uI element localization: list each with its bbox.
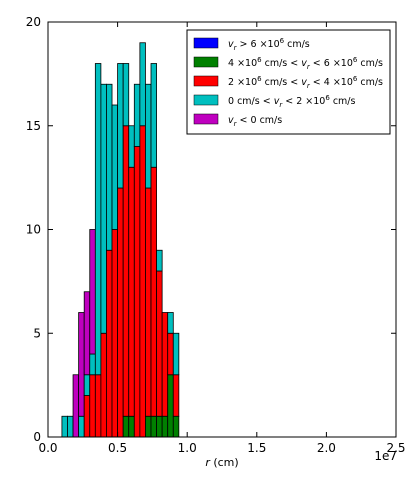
bar-series2-bin6 [94,374,102,438]
bar-series2-bin8 [106,249,113,438]
bar-series4-bin3 [78,312,85,417]
bar-series1-bin12 [128,415,135,438]
legend-swatch-cyan [193,94,219,106]
bar-series2-bin5 [89,374,96,438]
y-tick-label-1: 5 [33,326,41,340]
bar-series3-bin12 [128,125,135,168]
legend-label-green: 4 ×106 cm/s < vr < 6 ×106 cm/s [228,56,383,71]
bar-series1-bin18 [161,415,169,438]
bar-series3-bin19 [167,312,174,334]
legend: vr > 6 ×106 cm/s 4 ×106 cm/s < vr < 6 ×1… [186,29,391,135]
bar-series4-bin4 [83,291,91,376]
bar-series2-bin13 [133,146,141,438]
legend-swatch-magenta [193,113,219,125]
legend-label-magenta: vr < 0 cm/s [228,115,282,128]
x-tick-label-2: 1.0 [178,441,197,455]
bar-series1-bin17 [156,415,163,438]
bar-series1-bin11 [122,415,130,438]
bar-series1-bin15 [145,415,152,438]
legend-swatch-green [193,56,219,68]
bar-series1-bin19 [167,374,174,438]
bar-series3-bin0 [61,415,68,438]
bar-series3-bin3 [78,415,85,438]
legend-label-blue: vr > 6 ×106 cm/s [228,37,310,52]
bar-series2-bin19 [167,332,174,376]
bar-series2-bin7 [100,332,107,438]
bars-group [61,42,180,438]
legend-label-red: 2 ×106 cm/s < vr < 4 ×106 cm/s [228,75,383,90]
bar-series3-bin6 [94,63,102,376]
bar-series3-bin17 [156,249,163,272]
bar-series3-bin5 [89,353,96,376]
bar-series3-bin14 [139,42,146,127]
bar-series3-bin13 [133,83,141,147]
y-tick-label-2: 10 [26,223,41,237]
y-tick-label-3: 15 [26,119,41,133]
legend-box [186,29,391,135]
bar-series1-bin20 [172,415,180,438]
bar-series2-bin11 [122,125,130,417]
bar-series2-bin18 [161,312,169,417]
bar-series4-bin2 [72,374,80,438]
bar-series2-bin15 [145,187,152,417]
y-tick-label-0: 0 [33,430,41,444]
bar-series2-bin9 [111,229,118,438]
legend-label-cyan: 0 cm/s < vr < 2 ×106 cm/s [228,94,356,109]
x-tick-label-5: 2.5 [386,441,405,455]
bar-series2-bin10 [117,187,124,438]
y-tick-label-4: 20 [26,15,41,29]
bar-series3-bin4 [83,374,91,396]
bar-series3-bin8 [106,83,113,251]
bar-series2-bin17 [156,270,163,417]
bar-series3-bin1 [67,415,74,438]
x-tick-label-3: 1.5 [247,441,266,455]
x-tick-label-1: 0.5 [108,441,127,455]
bar-series2-bin12 [128,166,135,417]
bar-series4-bin5 [89,229,96,355]
bar-series3-bin15 [145,83,152,189]
bar-series3-bin20 [172,332,180,376]
bar-series3-bin9 [111,104,118,230]
bar-series3-bin16 [150,63,157,168]
x-tick-label-0: 0.0 [38,441,57,455]
legend-swatch-blue [193,37,219,49]
x-axis-offset-label: 1e7 [374,449,397,463]
x-axis-label: r (cm) [205,456,238,469]
bar-series2-bin14 [139,125,146,438]
bar-series1-bin16 [150,415,157,438]
ticks-group [47,21,397,438]
bar-series2-bin4 [83,395,91,438]
bar-series3-bin10 [117,63,124,189]
legend-swatch-red [193,75,219,87]
x-tick-label-4: 2.0 [317,441,336,455]
bar-series3-bin7 [100,83,107,334]
bar-series2-bin16 [150,166,157,417]
bar-series2-bin20 [172,374,180,417]
tick-labels-group: 0.0 0.5 1.0 1.5 2.0 2.5 0 5 10 15 20 [26,15,406,455]
bar-series3-bin11 [122,63,130,127]
